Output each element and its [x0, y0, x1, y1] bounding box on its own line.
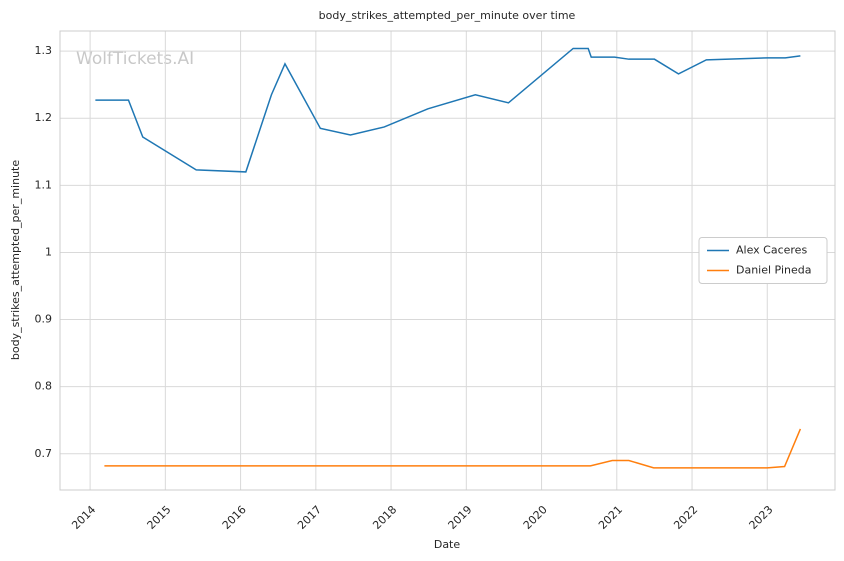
legend-box: [698, 237, 828, 284]
y-tick-label: 1: [45, 245, 52, 258]
y-axis-label: body_strikes_attempted_per_minute: [9, 160, 22, 360]
plot-frame: [59, 30, 836, 491]
y-tick-label: 0.9: [35, 313, 53, 326]
legend-label: Alex Caceres: [736, 244, 807, 257]
x-axis-label: Date: [434, 538, 461, 551]
y-tick-label: 0.7: [35, 447, 53, 460]
legend-label: Daniel Pineda: [736, 264, 811, 277]
chart-title: body_strikes_attempted_per_minute over t…: [319, 9, 576, 22]
y-tick-label: 0.8: [35, 380, 53, 393]
series-line: [104, 428, 802, 469]
y-tick-label: 1.3: [35, 44, 53, 57]
series-line: [95, 47, 801, 173]
y-tick-label: 1.2: [35, 111, 53, 124]
watermark: WolfTickets.AI: [76, 49, 194, 69]
y-tick-label: 1.1: [35, 178, 53, 191]
